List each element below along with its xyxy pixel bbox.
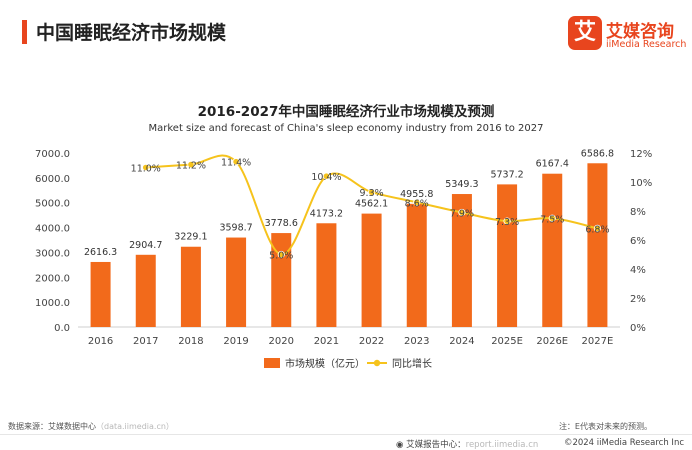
x-tick-label: 2018 bbox=[178, 336, 203, 347]
y-left-tick-label: 1000.0 bbox=[35, 298, 70, 309]
x-tick-label: 2024 bbox=[449, 336, 474, 347]
x-tick-label: 2021 bbox=[314, 336, 339, 347]
footer-source: 数据来源：艾媒数据中心（data.iimedia.cn） bbox=[8, 421, 174, 432]
growth-value-label: 9.3% bbox=[360, 188, 384, 199]
growth-point bbox=[277, 250, 285, 259]
y-left-tick-label: 4000.0 bbox=[35, 224, 70, 235]
growth-value-label: 11.4% bbox=[221, 158, 251, 169]
growth-point bbox=[187, 161, 195, 169]
report-icon: ◉ bbox=[396, 440, 407, 450]
footer-note: 注：E代表对未来的预测。 bbox=[558, 422, 652, 431]
source-label: 数据来源：艾媒数据中心 bbox=[8, 422, 96, 431]
y-left-tick-label: 3000.0 bbox=[35, 248, 70, 259]
legend-bar-swatch bbox=[264, 358, 280, 368]
growth-value-label: 7.5% bbox=[540, 214, 564, 225]
x-tick-label: 2017 bbox=[133, 336, 158, 347]
bar bbox=[135, 254, 156, 327]
x-tick-label: 2026E bbox=[536, 336, 568, 347]
bar-value-label: 4562.1 bbox=[355, 199, 388, 210]
bar bbox=[497, 184, 518, 327]
legend-line-label: 同比增长 bbox=[392, 357, 432, 370]
bar bbox=[451, 194, 472, 327]
footer-copyright: ©2024 iiMedia Research Inc bbox=[563, 438, 684, 448]
page-title: 中国睡眠经济市场规模 bbox=[36, 22, 227, 44]
title-accent-bar bbox=[22, 20, 27, 44]
growth-point bbox=[548, 214, 556, 222]
growth-point bbox=[232, 158, 240, 166]
report-label: 艾媒报告中心： bbox=[406, 440, 466, 450]
chart-canvas: 0.0 1000.0 2000.0 3000.0 4000.0 5000.0 6000.0 7… bbox=[35, 148, 652, 370]
growth-value-label: 5.0% bbox=[269, 251, 293, 262]
x-tick-label: 2023 bbox=[404, 336, 429, 347]
bar-value-label: 4173.2 bbox=[310, 208, 343, 219]
y-left-tick-label: 2000.0 bbox=[35, 273, 70, 284]
brand-logo: 艾 艾媒咨询 iiMedia Research bbox=[568, 14, 686, 56]
x-tick-label: 2020 bbox=[269, 336, 294, 347]
y-right-tick-label: 4% bbox=[630, 265, 646, 276]
growth-value-label: 6.8% bbox=[585, 224, 609, 235]
source-url: （data.iimedia.cn） bbox=[96, 422, 174, 431]
growth-point bbox=[367, 188, 376, 196]
footer-report: ◉ 艾媒报告中心：report.iimedia.cn bbox=[396, 438, 538, 450]
legend-bar-label: 市场规模（亿元） bbox=[285, 357, 365, 370]
bar-value-label: 6167.4 bbox=[536, 159, 569, 170]
brand-name-en: iiMedia Research bbox=[606, 39, 687, 50]
bar-value-label: 4955.8 bbox=[400, 189, 433, 200]
bar bbox=[90, 261, 111, 327]
bar-value-label: 5349.3 bbox=[445, 179, 478, 190]
y-right-tick-label: 12% bbox=[630, 149, 652, 160]
bar bbox=[542, 173, 563, 327]
bar bbox=[361, 213, 382, 327]
y-right-tick-label: 10% bbox=[630, 178, 652, 189]
bar bbox=[271, 233, 292, 327]
y-right-tick-label: 8% bbox=[630, 207, 646, 218]
bar bbox=[180, 246, 201, 327]
bar bbox=[587, 163, 608, 327]
x-tick-label: 2019 bbox=[223, 336, 248, 347]
y-left-tick-label: 7000.0 bbox=[35, 149, 70, 160]
brand-name-cn: 艾媒咨询 bbox=[606, 22, 674, 42]
bar-value-label: 3598.7 bbox=[219, 223, 252, 234]
x-tick-label: 2022 bbox=[359, 336, 384, 347]
bar-value-label: 5737.2 bbox=[490, 169, 523, 180]
growth-value-label: 7.3% bbox=[495, 217, 519, 228]
growth-value-label: 8.6% bbox=[405, 198, 429, 209]
legend-line-marker bbox=[373, 359, 381, 367]
chart-title: 2016-2027年中国睡眠经济行业市场规模及预测 bbox=[197, 104, 495, 120]
bar-value-label: 3229.1 bbox=[174, 232, 207, 243]
bar-value-label: 2904.7 bbox=[129, 240, 162, 251]
growth-line bbox=[145, 154, 598, 256]
brand-mark-icon: 艾 bbox=[568, 16, 602, 50]
growth-point bbox=[503, 217, 511, 225]
x-tick-label: 2027E bbox=[582, 336, 614, 347]
bar bbox=[406, 203, 427, 327]
y-right-tick-label: 6% bbox=[630, 236, 646, 247]
footer-divider bbox=[0, 434, 692, 435]
growth-value-label: 11.0% bbox=[131, 164, 161, 175]
bar-value-label: 2616.3 bbox=[84, 247, 117, 258]
growth-point bbox=[413, 198, 421, 206]
growth-value-label: 11.2% bbox=[176, 161, 206, 172]
chart-subtitle: Market size and forecast of China's slee… bbox=[148, 123, 544, 134]
growth-point bbox=[322, 172, 331, 180]
bar-value-label: 6586.8 bbox=[581, 148, 614, 159]
bar bbox=[226, 237, 247, 327]
growth-point bbox=[593, 224, 602, 232]
report-url: report.iimedia.cn bbox=[465, 440, 539, 450]
y-left-tick-label: 0.0 bbox=[54, 323, 70, 334]
growth-value-label: 10.4% bbox=[311, 172, 341, 183]
bar-value-label: 3778.6 bbox=[265, 218, 298, 229]
y-left-tick-label: 5000.0 bbox=[35, 199, 70, 210]
x-tick-label: 2025E bbox=[491, 336, 523, 347]
x-tick-label: 2016 bbox=[88, 336, 113, 347]
growth-point bbox=[458, 208, 466, 217]
y-left-tick-label: 6000.0 bbox=[35, 174, 70, 185]
y-right-tick-label: 0% bbox=[630, 323, 646, 334]
growth-value-label: 7.9% bbox=[450, 208, 474, 219]
growth-point bbox=[142, 163, 150, 172]
bar bbox=[316, 223, 337, 327]
y-right-tick-label: 2% bbox=[630, 294, 646, 305]
